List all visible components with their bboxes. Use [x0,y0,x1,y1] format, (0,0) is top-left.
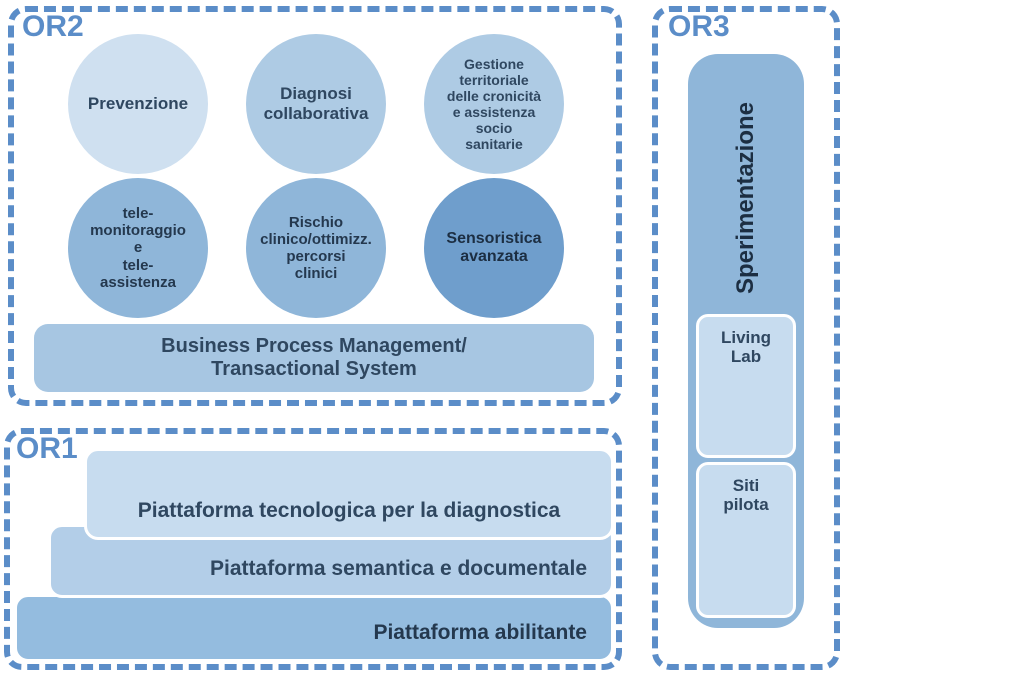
circle-diagnosi: Diagnosicollaborativa [246,34,386,174]
circle-text: Sensoristicaavanzata [446,230,541,267]
living-lab-box: LivingLab [696,314,796,458]
layer-diagnostica: Piattaforma tecnologica per la diagnosti… [84,448,614,540]
circle-telemonitoraggio: tele-monitoraggioetele-assistenza [68,178,208,318]
circle-text: tele-monitoraggioetele-assistenza [90,205,186,291]
circle-gestione-territoriale: Gestioneterritorialedelle cronicitàe ass… [424,34,564,174]
circle-rischio-clinico: Rischioclinico/ottimizz.percorsiclinici [246,178,386,318]
circle-sensoristica: Sensoristicaavanzata [424,178,564,318]
layer-label: Piattaforma tecnologica per la diagnosti… [138,499,560,523]
or2-label: OR2 [22,10,84,44]
living-lab-label: LivingLab [721,329,771,366]
sperimentazione-label: Sperimentazione [732,102,760,294]
circle-text: Gestioneterritorialedelle cronicitàe ass… [447,56,541,153]
layer-label: Piattaforma abilitante [373,621,587,645]
bpm-bar-label: Business Process Management/Transactiona… [161,335,467,381]
circle-text: Rischioclinico/ottimizz.percorsiclinici [260,214,372,283]
layer-abilitante: Piattaforma abilitante [14,594,614,662]
bpm-bar: Business Process Management/Transactiona… [34,324,594,392]
layer-label: Piattaforma semantica e documentale [210,557,587,581]
or1-label: OR1 [16,432,78,466]
siti-pilota-label: Sitipilota [723,477,768,514]
circle-text: Prevenzione [88,94,188,114]
circle-text: Diagnosicollaborativa [264,84,369,123]
siti-pilota-box: Sitipilota [696,462,796,618]
circle-prevenzione: Prevenzione [68,34,208,174]
or3-label: OR3 [668,10,730,44]
